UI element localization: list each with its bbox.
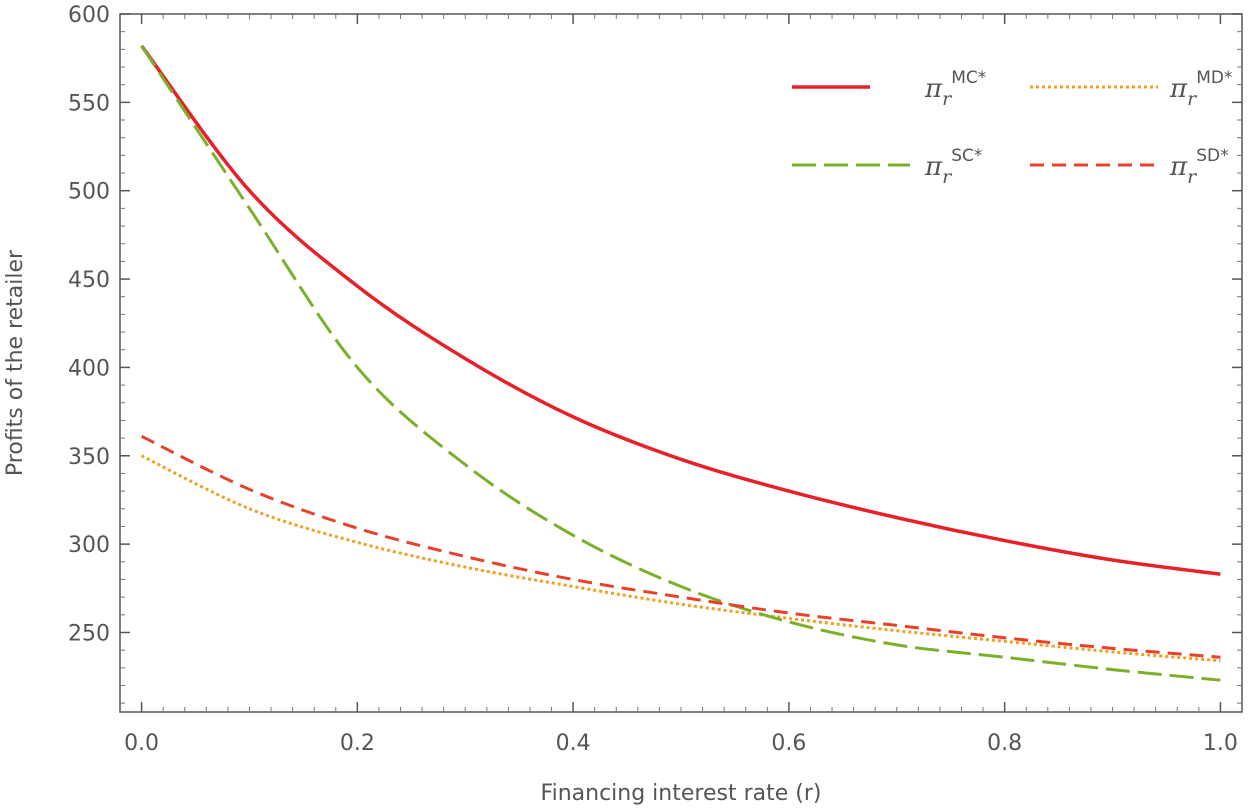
x-axis-ticks: 0.0 0.2 0.4 0.6 0.8 1.0: [124, 14, 1238, 756]
series-line-md: [140, 454, 1221, 663]
legend-label: πrSC*: [924, 146, 982, 188]
x-axis-label: Financing interest rate (r): [541, 781, 822, 806]
y-tick-label: 250: [68, 621, 110, 646]
y-tick-label: 300: [68, 533, 110, 558]
series-lines: [140, 44, 1221, 682]
x-tick-label: 0.2: [340, 731, 375, 756]
y-axis-label: Profits of the retailer: [3, 249, 28, 476]
series-line-mc: [140, 44, 1221, 576]
y-tick-label: 550: [68, 91, 110, 116]
series-line-sd: [140, 434, 1221, 659]
plot-frame: [119, 13, 1243, 713]
y-tick-label: 450: [68, 268, 110, 293]
x-tick-label: 0.4: [556, 731, 591, 756]
y-tick-label: 350: [68, 445, 110, 470]
y-axis-ticks: 250 300 350 400 450 500 550 600: [68, 3, 1242, 704]
x-tick-label: 0.8: [987, 731, 1022, 756]
legend: πrMC* πrMD* πrSC* πrSD*: [792, 68, 1232, 188]
legend-label: πrMC*: [924, 68, 986, 110]
y-tick-label: 600: [68, 3, 110, 28]
x-tick-label: 1.0: [1203, 731, 1238, 756]
legend-label: πrSD*: [1169, 146, 1229, 188]
y-tick-label: 500: [68, 180, 110, 205]
x-tick-label: 0.6: [771, 731, 806, 756]
legend-label: πrMD*: [1169, 68, 1232, 110]
y-tick-label: 400: [68, 356, 110, 381]
x-tick-label: 0.0: [124, 731, 159, 756]
series-line-sc: [140, 44, 1221, 682]
